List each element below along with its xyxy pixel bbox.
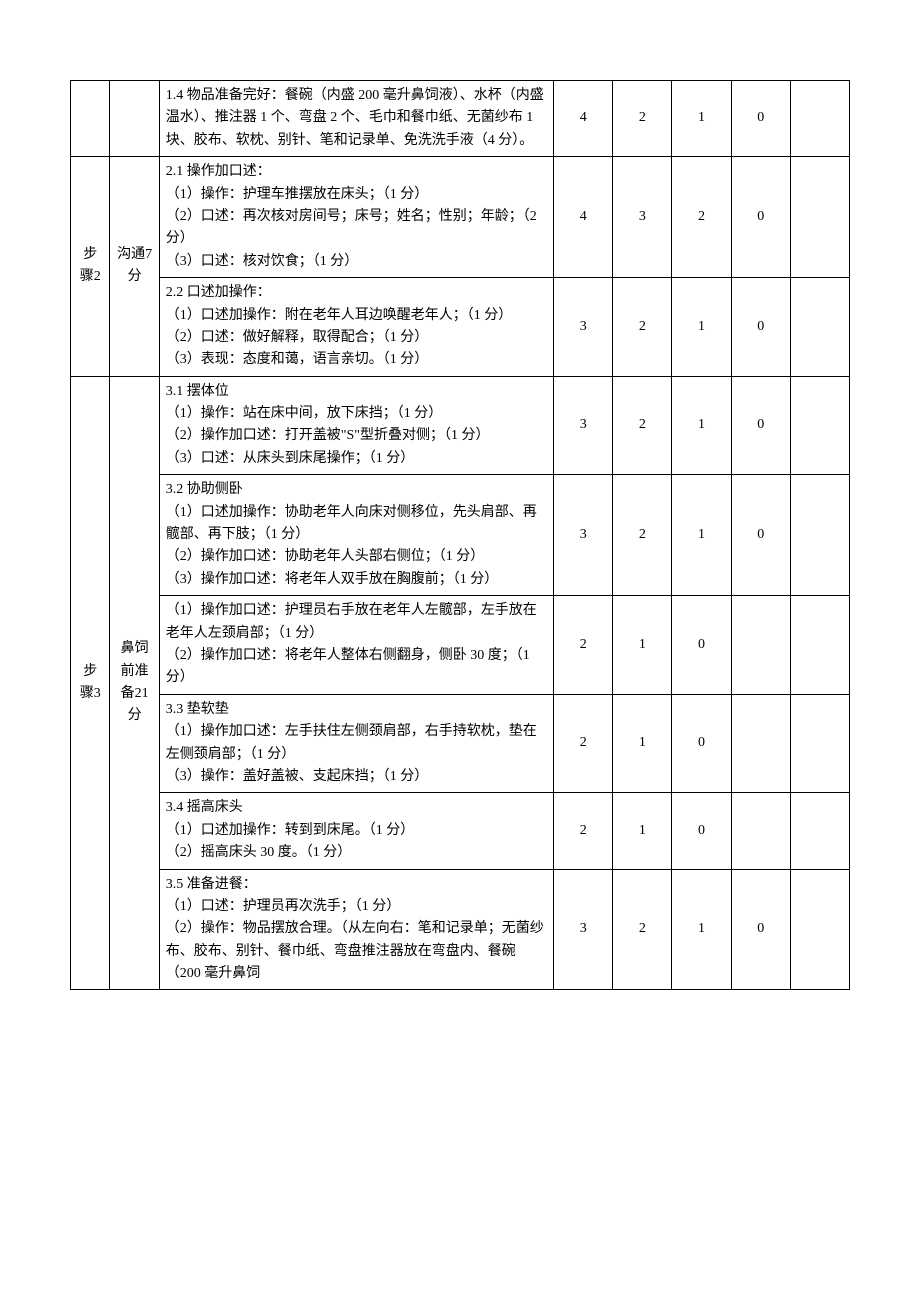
description-cell: 3.1 摆体位 （1）操作：站在床中间，放下床挡；（1 分） （2）操作加口述：…	[159, 376, 553, 475]
step-cell	[71, 81, 110, 157]
description-cell: 3.2 协助侧卧 （1）口述加操作：协助老年人向床对侧移位，先头肩部、再髋部、再…	[159, 475, 553, 596]
score-cell: 2	[554, 596, 613, 695]
score-cell: 2	[613, 869, 672, 990]
table-row: 3.3 垫软垫 （1）操作加口述：左手扶住左侧颈肩部，右手持软枕，垫在左侧颈肩部…	[71, 694, 850, 793]
score-cell: 2	[613, 278, 672, 377]
score-cell: 0	[731, 81, 790, 157]
description-cell: 3.5 准备进餐： （1）口述：护理员再次洗手；（1 分） （2）操作：物品摆放…	[159, 869, 553, 990]
table-row: 3.2 协助侧卧 （1）口述加操作：协助老年人向床对侧移位，先头肩部、再髋部、再…	[71, 475, 850, 596]
remark-cell	[790, 81, 849, 157]
score-cell: 0	[672, 596, 731, 695]
description-cell: （1）操作加口述：护理员右手放在老年人左髋部，左手放在老年人左颈肩部；（1 分）…	[159, 596, 553, 695]
score-cell: 3	[554, 869, 613, 990]
score-cell: 0	[731, 475, 790, 596]
score-cell: 0	[731, 869, 790, 990]
score-cell: 2	[554, 694, 613, 793]
step-cell: 步骤3	[71, 376, 110, 990]
description-cell: 1.4 物品准备完好：餐碗（内盛 200 毫升鼻饲液）、水杯（内盛温水）、推注器…	[159, 81, 553, 157]
score-cell	[731, 694, 790, 793]
score-cell: 2	[554, 793, 613, 869]
score-cell: 1	[672, 278, 731, 377]
score-cell: 3	[554, 278, 613, 377]
score-cell: 2	[613, 376, 672, 475]
category-cell: 沟通7分	[110, 157, 159, 377]
category-cell: 鼻饲前准备21分	[110, 376, 159, 990]
score-cell	[731, 596, 790, 695]
score-cell: 3	[554, 475, 613, 596]
score-cell: 0	[731, 376, 790, 475]
remark-cell	[790, 694, 849, 793]
remark-cell	[790, 278, 849, 377]
score-cell: 1	[672, 475, 731, 596]
score-cell: 0	[672, 694, 731, 793]
score-cell: 1	[672, 81, 731, 157]
table-row: （1）操作加口述：护理员右手放在老年人左髋部，左手放在老年人左颈肩部；（1 分）…	[71, 596, 850, 695]
description-cell: 2.1 操作加口述： （1）操作：护理车推摆放在床头；（1 分） （2）口述：再…	[159, 157, 553, 278]
description-cell: 3.4 摇高床头 （1）口述加操作：转到到床尾。（1 分） （2）摇高床头 30…	[159, 793, 553, 869]
score-cell: 1	[613, 596, 672, 695]
table-row: 1.4 物品准备完好：餐碗（内盛 200 毫升鼻饲液）、水杯（内盛温水）、推注器…	[71, 81, 850, 157]
score-cell	[731, 793, 790, 869]
table-row: 步骤3鼻饲前准备21分3.1 摆体位 （1）操作：站在床中间，放下床挡；（1 分…	[71, 376, 850, 475]
remark-cell	[790, 376, 849, 475]
step-cell: 步骤2	[71, 157, 110, 377]
score-cell: 1	[672, 376, 731, 475]
description-cell: 3.3 垫软垫 （1）操作加口述：左手扶住左侧颈肩部，右手持软枕，垫在左侧颈肩部…	[159, 694, 553, 793]
remark-cell	[790, 596, 849, 695]
score-cell: 0	[672, 793, 731, 869]
table-row: 步骤2沟通7分2.1 操作加口述： （1）操作：护理车推摆放在床头；（1 分） …	[71, 157, 850, 278]
table-row: 3.4 摇高床头 （1）口述加操作：转到到床尾。（1 分） （2）摇高床头 30…	[71, 793, 850, 869]
score-cell: 1	[672, 869, 731, 990]
category-cell	[110, 81, 159, 157]
remark-cell	[790, 475, 849, 596]
table-row: 2.2 口述加操作： （1）口述加操作：附在老年人耳边唤醒老年人；（1 分） （…	[71, 278, 850, 377]
score-cell: 2	[613, 475, 672, 596]
score-cell: 0	[731, 157, 790, 278]
remark-cell	[790, 869, 849, 990]
remark-cell	[790, 793, 849, 869]
score-cell: 2	[672, 157, 731, 278]
score-cell: 2	[613, 81, 672, 157]
remark-cell	[790, 157, 849, 278]
score-cell: 4	[554, 81, 613, 157]
score-cell: 0	[731, 278, 790, 377]
table-row: 3.5 准备进餐： （1）口述：护理员再次洗手；（1 分） （2）操作：物品摆放…	[71, 869, 850, 990]
score-cell: 1	[613, 694, 672, 793]
score-cell: 1	[613, 793, 672, 869]
score-cell: 4	[554, 157, 613, 278]
score-cell: 3	[613, 157, 672, 278]
description-cell: 2.2 口述加操作： （1）口述加操作：附在老年人耳边唤醒老年人；（1 分） （…	[159, 278, 553, 377]
score-cell: 3	[554, 376, 613, 475]
scoring-table: 1.4 物品准备完好：餐碗（内盛 200 毫升鼻饲液）、水杯（内盛温水）、推注器…	[70, 80, 850, 990]
